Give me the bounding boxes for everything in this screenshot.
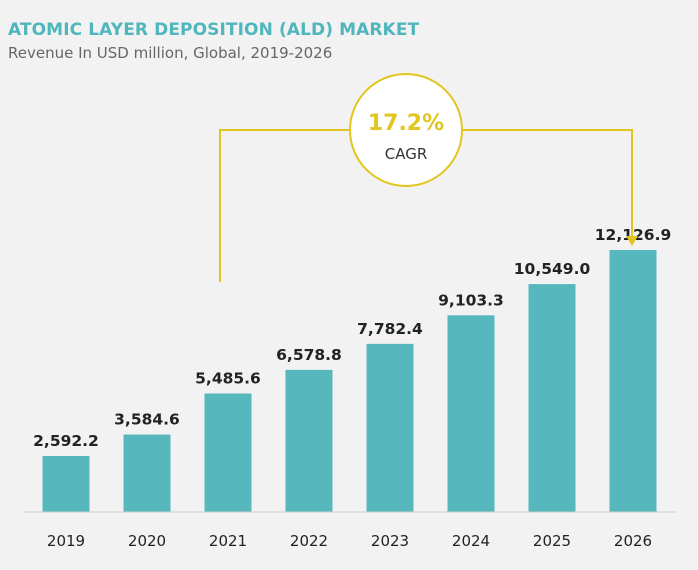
data-label-2020: 3,584.6: [114, 411, 180, 429]
cagr-badge: [349, 73, 463, 187]
chart-title: ATOMIC LAYER DEPOSITION (ALD) MARKET: [8, 20, 420, 40]
x-tick-label-2026: 2026: [614, 532, 652, 550]
bar-2026: [609, 250, 657, 512]
x-tick-label-2025: 2025: [533, 532, 571, 550]
arrow-down-icon: [626, 236, 638, 246]
cagr-connector-arrow-line: [462, 129, 633, 237]
x-tick-label-2024: 2024: [452, 532, 490, 550]
data-label-2025: 10,549.0: [514, 260, 591, 278]
x-tick-label-2019: 2019: [47, 532, 85, 550]
bar-2020: [123, 434, 171, 512]
data-label-2023: 7,782.4: [357, 320, 423, 338]
bar-2025: [528, 284, 576, 512]
chart-subtitle: Revenue In USD million, Global, 2019-202…: [8, 44, 333, 62]
data-label-2019: 2,592.2: [33, 432, 99, 450]
bar-2024: [447, 315, 495, 512]
x-tick-label-2021: 2021: [209, 532, 247, 550]
data-label-2022: 6,578.8: [276, 346, 342, 364]
bar-2022: [285, 369, 333, 512]
data-label-2024: 9,103.3: [438, 291, 504, 309]
cagr-value: 17.2%: [368, 111, 444, 136]
data-label-2021: 5,485.6: [195, 369, 261, 387]
x-tick-label-2020: 2020: [128, 532, 166, 550]
x-tick-label-2023: 2023: [371, 532, 409, 550]
cagr-label: CAGR: [385, 145, 428, 163]
bar-2019: [42, 455, 90, 512]
cagr-connector-line: [219, 129, 350, 282]
bar-2021: [204, 393, 252, 512]
bar-2023: [366, 343, 414, 512]
x-tick-label-2022: 2022: [290, 532, 328, 550]
